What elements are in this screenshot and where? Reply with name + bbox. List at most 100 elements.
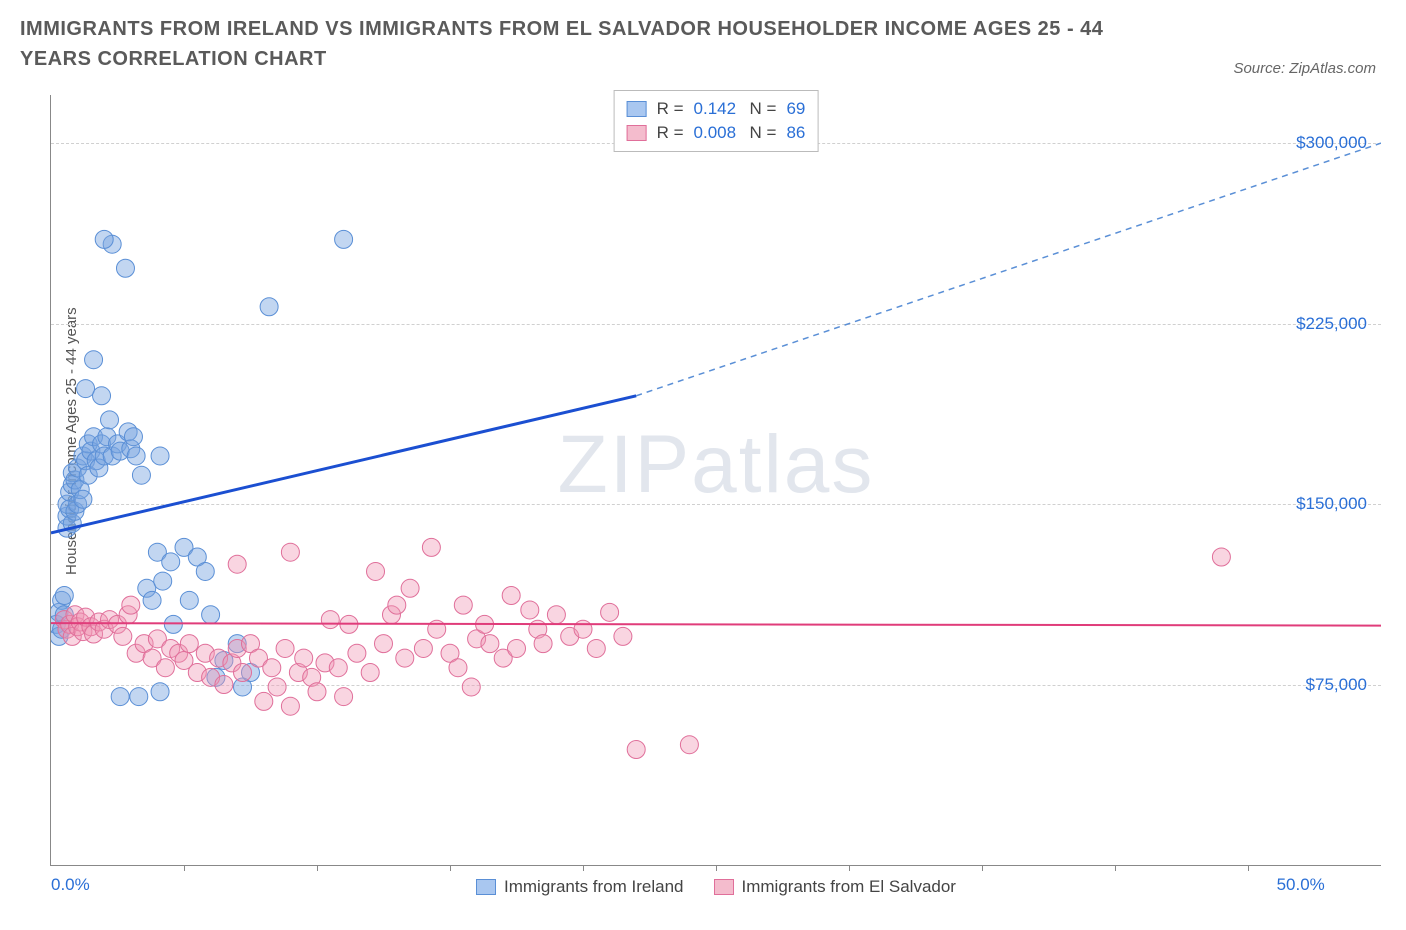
legend-r-value: 0.008	[694, 121, 740, 145]
legend-n-label: N =	[750, 121, 777, 145]
legend-swatch	[627, 125, 647, 141]
legend-stats: R = 0.142 N = 69 R = 0.008 N = 86	[614, 90, 819, 152]
scatter-point	[521, 601, 539, 619]
scatter-point	[180, 591, 198, 609]
legend-n-label: N =	[750, 97, 777, 121]
chart-plot-area: ZIPatlas R =0.142N =69R =0.008N =86 Hous…	[50, 95, 1381, 866]
scatter-point	[329, 659, 347, 677]
scatter-point	[295, 649, 313, 667]
scatter-point	[308, 683, 326, 701]
scatter-point	[534, 635, 552, 653]
scatter-point	[143, 591, 161, 609]
scatter-point	[680, 736, 698, 754]
scatter-point	[196, 562, 214, 580]
scatter-point	[255, 692, 273, 710]
legend-r-label: R =	[657, 97, 684, 121]
legend-series: Immigrants from Ireland Immigrants from E…	[51, 877, 1381, 897]
scatter-point	[111, 688, 129, 706]
scatter-point	[601, 603, 619, 621]
scatter-point	[132, 466, 150, 484]
scatter-point	[449, 659, 467, 677]
scatter-point	[481, 635, 499, 653]
legend-n-value: 86	[786, 121, 805, 145]
scatter-point	[454, 596, 472, 614]
scatter-point	[508, 639, 526, 657]
scatter-point	[321, 611, 339, 629]
scatter-point	[375, 635, 393, 653]
x-tick	[1115, 865, 1116, 871]
scatter-point	[127, 447, 145, 465]
scatter-point	[574, 620, 592, 638]
legend-swatch	[476, 879, 496, 895]
scatter-point	[101, 411, 119, 429]
x-tick	[450, 865, 451, 871]
x-tick	[982, 865, 983, 871]
x-tick	[716, 865, 717, 871]
legend-label: Immigrants from El Salvador	[742, 877, 956, 897]
scatter-point	[422, 538, 440, 556]
legend-n-value: 69	[786, 97, 805, 121]
x-tick	[1248, 865, 1249, 871]
legend-swatch	[627, 101, 647, 117]
scatter-point	[95, 230, 113, 248]
legend-swatch	[714, 879, 734, 895]
scatter-point	[151, 683, 169, 701]
scatter-point	[627, 741, 645, 759]
scatter-point	[202, 606, 220, 624]
scatter-point	[93, 387, 111, 405]
x-tick-label: 0.0%	[51, 875, 90, 895]
scatter-point	[401, 579, 419, 597]
scatter-point	[281, 543, 299, 561]
legend-stat-row: R = 0.142 N = 69	[627, 97, 806, 121]
scatter-point	[1212, 548, 1230, 566]
scatter-point	[388, 596, 406, 614]
x-tick	[849, 865, 850, 871]
scatter-point	[348, 644, 366, 662]
scatter-point	[276, 639, 294, 657]
x-tick	[317, 865, 318, 871]
legend-r-value: 0.142	[694, 97, 740, 121]
scatter-point	[130, 688, 148, 706]
scatter-point	[547, 606, 565, 624]
scatter-point	[367, 562, 385, 580]
scatter-point	[281, 697, 299, 715]
trend-line-extrapolated	[636, 143, 1381, 396]
scatter-point	[85, 351, 103, 369]
scatter-point	[156, 659, 174, 677]
scatter-point	[396, 649, 414, 667]
scatter-point	[180, 635, 198, 653]
scatter-point	[361, 664, 379, 682]
legend-r-label: R =	[657, 121, 684, 145]
scatter-point	[228, 555, 246, 573]
scatter-point	[502, 587, 520, 605]
scatter-point	[215, 676, 233, 694]
scatter-point	[74, 490, 92, 508]
scatter-point	[234, 664, 252, 682]
scatter-point	[151, 447, 169, 465]
scatter-point	[154, 572, 172, 590]
chart-title: IMMIGRANTS FROM IRELAND VS IMMIGRANTS FR…	[20, 14, 1120, 74]
scatter-point	[587, 639, 605, 657]
legend-item: Immigrants from Ireland	[476, 877, 684, 897]
scatter-point	[77, 380, 95, 398]
scatter-point	[260, 298, 278, 316]
scatter-point	[414, 639, 432, 657]
legend-label: Immigrants from Ireland	[504, 877, 684, 897]
scatter-point	[335, 230, 353, 248]
legend-stat-row: R = 0.008 N = 86	[627, 121, 806, 145]
scatter-point	[162, 553, 180, 571]
scatter-point	[614, 627, 632, 645]
scatter-point	[268, 678, 286, 696]
scatter-point	[114, 627, 132, 645]
scatter-point	[55, 587, 73, 605]
scatter-point	[124, 428, 142, 446]
scatter-point	[462, 678, 480, 696]
scatter-point	[263, 659, 281, 677]
scatter-point	[122, 596, 140, 614]
x-tick	[184, 865, 185, 871]
source-attribution: Source: ZipAtlas.com	[1233, 60, 1376, 77]
x-tick-label: 50.0%	[1277, 875, 1325, 895]
x-tick	[583, 865, 584, 871]
scatter-point	[116, 259, 134, 277]
scatter-point	[335, 688, 353, 706]
